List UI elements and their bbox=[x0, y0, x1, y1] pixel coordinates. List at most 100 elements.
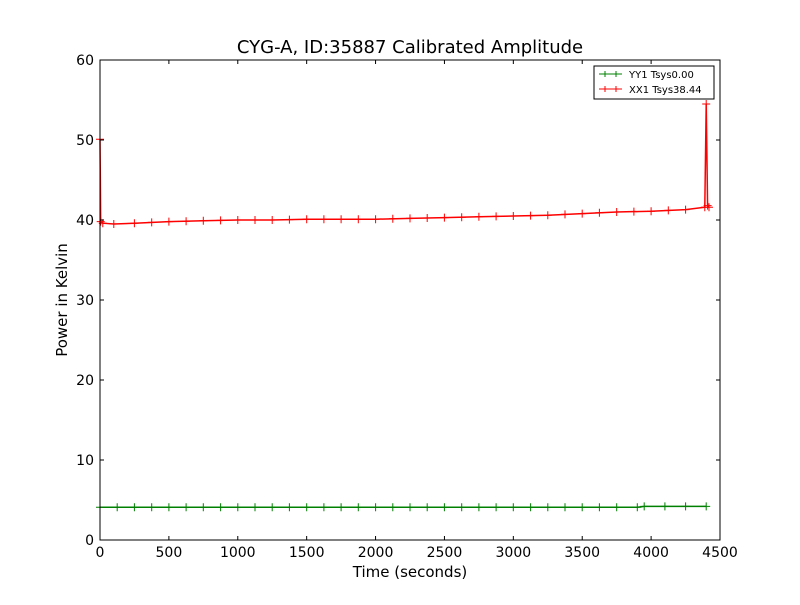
data-point-marker bbox=[629, 207, 638, 216]
data-point-marker bbox=[233, 503, 242, 512]
series-xx1 bbox=[96, 100, 713, 228]
data-point-marker bbox=[319, 215, 328, 224]
data-point-marker bbox=[354, 215, 363, 224]
axes-layer: 0 500 1000 1500 2000 2500 3000 3500 4000 4500 0 10 2… bbox=[76, 53, 738, 561]
data-point-marker bbox=[268, 216, 277, 224]
data-point-marker bbox=[130, 219, 139, 228]
y-axis-label: Power in Kelvin bbox=[53, 243, 71, 357]
y-tick-label: 40 bbox=[76, 213, 94, 229]
data-point-marker bbox=[268, 503, 277, 512]
data-point-marker bbox=[474, 503, 483, 512]
legend: YY1 Tsys0.00 XX1 Tsys38.44 bbox=[593, 65, 715, 100]
data-point-marker bbox=[561, 210, 569, 219]
data-point-marker bbox=[440, 503, 449, 512]
data-point-marker bbox=[302, 503, 311, 512]
data-point-marker bbox=[578, 209, 587, 218]
data-point-marker bbox=[595, 208, 604, 217]
series-markers-xx1 bbox=[96, 100, 713, 228]
x-tick-label: 3000 bbox=[496, 545, 532, 561]
data-point-marker bbox=[251, 503, 259, 512]
x-tick-label: 2500 bbox=[427, 545, 463, 561]
data-point-marker bbox=[216, 216, 225, 225]
legend-box bbox=[593, 65, 715, 100]
data-point-marker bbox=[543, 503, 552, 512]
data-point-marker bbox=[406, 214, 414, 223]
data-point-marker bbox=[703, 201, 712, 210]
data-point-marker bbox=[337, 215, 346, 224]
data-point-marker bbox=[474, 212, 483, 221]
data-point-marker bbox=[664, 206, 673, 215]
x-tick-label: 2000 bbox=[358, 545, 394, 561]
data-point-marker bbox=[164, 217, 173, 226]
series-layer bbox=[96, 100, 713, 512]
y-tick-label: 10 bbox=[76, 453, 94, 469]
legend-label-yy1: YY1 Tsys0.00 bbox=[628, 70, 694, 81]
data-point-marker bbox=[182, 503, 191, 512]
data-point-marker bbox=[509, 503, 518, 512]
x-tick-label: 1500 bbox=[289, 545, 325, 561]
data-point-marker bbox=[182, 217, 191, 226]
data-point-marker bbox=[302, 215, 311, 224]
data-point-marker bbox=[492, 503, 501, 512]
data-point-marker bbox=[633, 503, 642, 512]
data-point-marker bbox=[561, 503, 569, 512]
data-point-marker bbox=[337, 503, 346, 512]
data-point-marker bbox=[423, 503, 432, 512]
data-point-marker bbox=[681, 205, 690, 214]
data-point-marker bbox=[371, 503, 380, 512]
data-point-marker bbox=[285, 215, 294, 224]
data-point-marker bbox=[147, 218, 156, 227]
legend-entry-xx1: XX1 Tsys38.44 bbox=[599, 85, 702, 96]
data-point-marker bbox=[526, 503, 535, 512]
data-point-marker bbox=[681, 502, 690, 511]
data-point-marker bbox=[164, 503, 173, 512]
data-point-marker bbox=[388, 503, 397, 512]
data-point-marker bbox=[233, 216, 242, 224]
data-point-marker bbox=[354, 503, 363, 512]
data-point-marker bbox=[595, 503, 604, 512]
data-point-marker bbox=[388, 214, 397, 223]
data-point-marker bbox=[492, 212, 501, 221]
x-tick-label: 0 bbox=[96, 545, 105, 561]
data-point-marker bbox=[509, 212, 518, 220]
data-point-marker bbox=[109, 220, 118, 228]
data-point-marker bbox=[251, 216, 259, 224]
data-point-marker bbox=[319, 503, 328, 512]
data-point-marker bbox=[660, 502, 669, 511]
series-yy1 bbox=[96, 502, 711, 512]
data-point-marker bbox=[199, 216, 208, 225]
data-point-marker bbox=[612, 208, 621, 216]
legend-marker-xx1 bbox=[602, 86, 619, 92]
y-tick-label: 60 bbox=[76, 53, 94, 69]
x-tick-label: 4500 bbox=[702, 545, 738, 561]
data-point-marker bbox=[640, 502, 649, 511]
data-point-marker bbox=[371, 215, 380, 224]
data-point-marker bbox=[543, 211, 552, 220]
legend-entry-yy1: YY1 Tsys0.00 bbox=[599, 70, 694, 81]
x-tick-label: 1000 bbox=[220, 545, 256, 561]
x-tick-label: 4000 bbox=[633, 545, 669, 561]
x-tick-label: 3500 bbox=[564, 545, 600, 561]
data-point-marker bbox=[113, 503, 122, 512]
data-point-marker bbox=[130, 503, 139, 512]
data-point-marker bbox=[285, 503, 294, 512]
data-point-marker bbox=[526, 211, 535, 220]
data-point-marker bbox=[705, 203, 713, 212]
data-point-marker bbox=[612, 503, 621, 512]
data-point-marker bbox=[147, 503, 156, 512]
data-point-marker bbox=[216, 503, 225, 512]
y-tick-label: 30 bbox=[76, 293, 94, 309]
x-tick-label: 500 bbox=[156, 545, 183, 561]
legend-label-xx1: XX1 Tsys38.44 bbox=[629, 85, 702, 96]
data-point-marker bbox=[96, 217, 105, 226]
data-point-marker bbox=[702, 100, 711, 108]
x-axis-label: Time (seconds) bbox=[352, 563, 468, 581]
data-point-marker bbox=[199, 503, 208, 512]
y-tick-label: 50 bbox=[76, 133, 94, 149]
legend-marker-yy1 bbox=[602, 71, 619, 77]
data-point-marker bbox=[406, 503, 414, 512]
chart-title: CYG-A, ID:35887 Calibrated Amplitude bbox=[237, 37, 583, 58]
